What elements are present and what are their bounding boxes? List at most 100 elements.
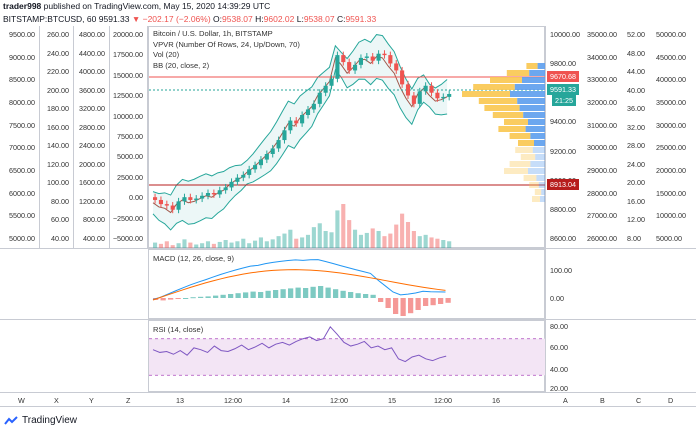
bb-legend[interactable]: BB (20, close, 2) — [153, 60, 210, 70]
open-label: O: — [213, 14, 223, 24]
macd-scale[interactable]: 100.00 0.00 — [545, 249, 590, 319]
vpvr-down-bar — [510, 91, 546, 97]
volume-bar — [417, 236, 422, 249]
scale-tick: −2500.00 — [112, 213, 143, 223]
main-chart-panel[interactable]: Bitcoin / U.S. Dollar, 1h, BITSTAMP VPVR… — [148, 26, 546, 249]
price-chart-svg[interactable] — [149, 27, 546, 249]
volume-legend[interactable]: Vol (20) — [153, 50, 180, 59]
macd-histogram-bar — [415, 298, 421, 310]
volume-bar — [335, 210, 340, 249]
rsi-line — [152, 325, 447, 363]
scale-label-d: D — [668, 396, 674, 405]
tradingview-logo[interactable]: TradingView — [4, 415, 77, 426]
macd-histogram-bar — [385, 298, 391, 308]
candle-body — [264, 154, 269, 160]
vpvr-up-bar — [492, 112, 524, 118]
scale-tick: 15000.00 — [656, 188, 686, 198]
bb-upper-line — [152, 34, 448, 196]
candle-body — [394, 63, 399, 71]
candle-body — [376, 53, 381, 61]
macd-histogram-bar — [445, 298, 451, 303]
rsi-svg[interactable] — [149, 321, 546, 393]
macd-panel[interactable]: MACD (12, 26, close, 9) — [148, 249, 545, 319]
macd-histogram-bar — [318, 286, 324, 298]
candle-body — [305, 109, 311, 115]
ohlc-line: BITSTAMP:BTCUSD, 60 9591.33 ▼ −202.17 (−… — [3, 14, 376, 24]
scale-label-x: X — [54, 396, 59, 405]
vpvr-down-bar — [536, 175, 546, 181]
scale-w[interactable]: 9500.00 9000.00 8500.00 8000.00 7500.00 7000.… — [0, 26, 40, 248]
volume-bar — [447, 241, 452, 249]
vpvr-up-bar — [462, 91, 510, 97]
candle-body — [347, 62, 352, 71]
candle-body — [153, 197, 158, 200]
scale-d[interactable]: 50000.00 45000.00 40000.00 35000.00 30000.00… — [652, 26, 696, 248]
scale-tick: 20000.00 — [656, 166, 686, 175]
scale-label-z: Z — [126, 396, 131, 405]
scale-tick: 1200.00 — [79, 196, 105, 206]
scale-tick: 44.00 — [627, 67, 645, 77]
volume-bar — [358, 234, 363, 249]
scale-tick: 26000.00 — [587, 234, 617, 243]
vpvr-up-bar — [515, 147, 533, 153]
scale-tick: 2500.00 — [117, 172, 143, 182]
volume-bar — [211, 243, 216, 249]
scale-tick: 15000.00 — [113, 70, 143, 80]
scale-tick: 17500.00 — [113, 50, 143, 60]
author[interactable]: trader998 — [3, 1, 42, 11]
scale-tick: 9800.00 — [550, 59, 576, 69]
macd-legend[interactable]: MACD (12, 26, close, 9) — [153, 254, 235, 263]
close-value: 9591.33 — [345, 14, 377, 24]
vpvr-down-bar — [519, 105, 546, 111]
scale-tick: 0.00 — [129, 193, 143, 203]
candle-body — [317, 92, 322, 104]
volume-bar — [153, 242, 158, 249]
scale-tick: 2800.00 — [79, 122, 105, 132]
scale-y[interactable]: 4800.00 4400.00 4000.00 3600.00 3200.00 2800.… — [74, 26, 110, 248]
bottom-axis[interactable]: W X Y Z 13 12:00 14 12:00 15 12:00 16 A … — [0, 392, 696, 406]
volume-bar — [429, 237, 434, 249]
scale-b[interactable]: 35000.00 34000.00 33000.00 32000.00 31000.00… — [583, 26, 623, 248]
rsi-scale[interactable]: 80.00 60.00 40.00 20.00 — [545, 320, 590, 393]
rsi-panel[interactable]: RSI (14, close) — [148, 320, 546, 393]
macd-histogram-bar — [355, 293, 361, 298]
macd-svg[interactable] — [149, 250, 546, 320]
vpvr-legend[interactable]: VPVR (Number Of Rows, 24, Up/Down, 70) — [153, 39, 300, 49]
volume-bar — [223, 240, 228, 249]
scale-z[interactable]: 20000.00 17500.00 15000.00 12500.00 10000.00… — [110, 26, 148, 248]
vpvr-up-bar — [526, 63, 538, 69]
volume-bar — [411, 231, 416, 249]
signal-line — [152, 269, 446, 301]
scale-tick: 16.00 — [627, 196, 645, 206]
macd-histogram-bar — [273, 290, 279, 298]
volume-bar — [376, 231, 381, 249]
candle-body — [211, 193, 216, 195]
scale-c[interactable]: 52.00 48.00 44.00 40.00 36.00 32.00 28.00 24.00… — [623, 26, 658, 248]
macd-separator — [0, 248, 696, 249]
volume-bar — [164, 241, 169, 249]
vpvr-down-bar — [537, 63, 546, 69]
volume-bar — [370, 228, 375, 249]
scale-tick: 45000.00 — [656, 52, 686, 62]
tradingview-icon — [4, 415, 18, 425]
macd-histogram-bar — [258, 292, 264, 298]
scale-tick: 2400.00 — [79, 141, 105, 151]
scale-x[interactable]: 260.00 240.00 220.00 200.00 180.00 160.00 140.… — [40, 26, 74, 248]
upper-band-tag: 9670.68 — [547, 71, 579, 82]
vpvr-down-bar — [525, 126, 546, 132]
scale-tick: 50000.00 — [656, 30, 686, 39]
vpvr-down-bar — [541, 189, 546, 195]
scale-tick: −5000.00 — [112, 234, 143, 243]
vpvr-up-bar — [518, 140, 534, 146]
scale-tick: 7000.00 — [9, 143, 35, 153]
macd-histogram-bar — [250, 291, 256, 298]
scale-tick: 9000.00 — [9, 52, 35, 62]
scale-tick: 9400.00 — [550, 117, 576, 127]
volume-bar — [247, 243, 252, 249]
time-tick: 16 — [492, 396, 500, 405]
vpvr-down-bar — [528, 119, 546, 125]
candle-body — [405, 84, 411, 96]
candle-body — [241, 174, 246, 178]
vpvr-up-bar — [484, 105, 520, 111]
rsi-legend[interactable]: RSI (14, close) — [153, 325, 204, 334]
